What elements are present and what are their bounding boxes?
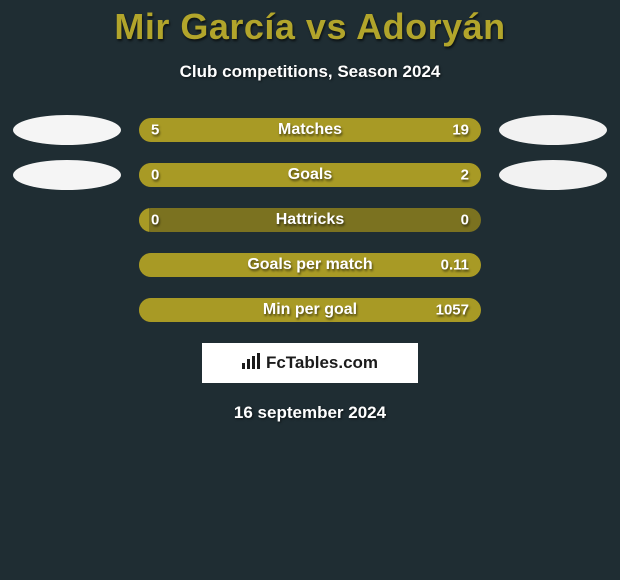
compare-row: 1057Min per goal — [0, 298, 620, 322]
compare-chart: 519Matches02Goals00Hattricks0.11Goals pe… — [0, 118, 620, 322]
compare-bar: 02Goals — [139, 163, 481, 187]
brand-box[interactable]: FcTables.com — [202, 343, 418, 383]
bar-left-fill — [139, 253, 149, 277]
flag-left — [13, 115, 121, 145]
flag-spacer — [499, 205, 607, 235]
bar-value-right: 2 — [461, 167, 469, 184]
compare-bar: 519Matches — [139, 118, 481, 142]
compare-row: 519Matches — [0, 118, 620, 142]
date-line: 16 september 2024 — [0, 403, 620, 423]
flag-spacer — [13, 250, 121, 280]
bar-value-right: 19 — [452, 122, 469, 139]
bar-left-fill — [139, 208, 149, 232]
flag-right — [499, 115, 607, 145]
bar-chart-icon — [242, 353, 262, 374]
bar-right-fill — [210, 118, 481, 142]
bar-right-fill — [149, 298, 481, 322]
bar-right-fill — [149, 163, 481, 187]
compare-bar: 1057Min per goal — [139, 298, 481, 322]
bar-value-right: 1057 — [436, 302, 469, 319]
compare-row: 0 0Hattricks — [0, 208, 620, 232]
flag-spacer — [13, 205, 121, 235]
bar-value-right: 0.11 — [441, 257, 469, 274]
bar-left-fill — [139, 118, 210, 142]
bar-right-fill — [149, 253, 481, 277]
bar-value-left: 0 — [151, 167, 159, 184]
flag-spacer — [499, 295, 607, 325]
bar-left-fill — [139, 298, 149, 322]
bar-label: Hattricks — [139, 211, 481, 229]
brand-text: FcTables.com — [266, 353, 378, 373]
flag-spacer — [499, 250, 607, 280]
bar-value-right: 0 — [461, 212, 469, 229]
flag-right — [499, 160, 607, 190]
flag-spacer — [13, 295, 121, 325]
compare-bar: 0 0Hattricks — [139, 208, 481, 232]
bar-left-fill — [139, 163, 149, 187]
bar-value-left: 0 — [151, 212, 159, 229]
compare-row: 0.11Goals per match — [0, 253, 620, 277]
compare-bar: 0.11Goals per match — [139, 253, 481, 277]
subtitle: Club competitions, Season 2024 — [0, 62, 620, 82]
bar-value-left: 5 — [151, 122, 159, 139]
flag-left — [13, 160, 121, 190]
compare-row: 02Goals — [0, 163, 620, 187]
page-title: Mir García vs Adoryán — [0, 0, 620, 48]
